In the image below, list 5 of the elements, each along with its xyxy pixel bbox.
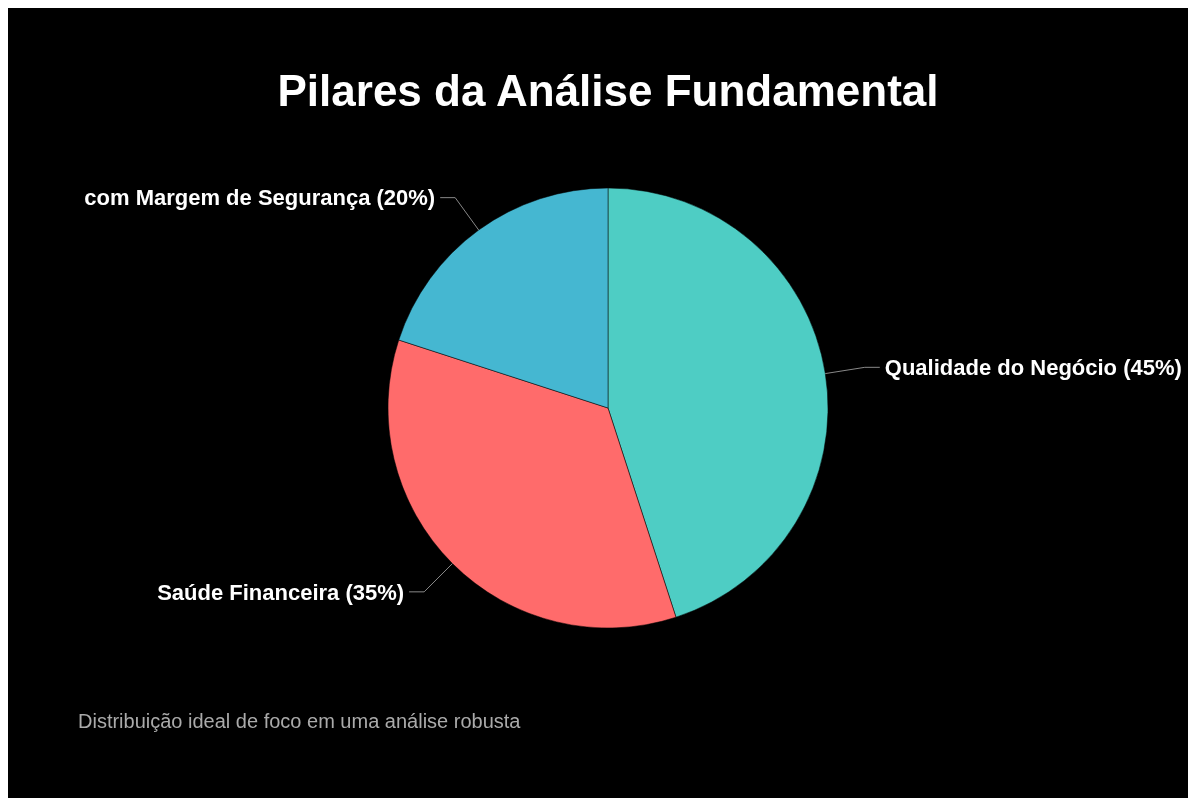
slice-label: com Margem de Segurança (20%)	[84, 185, 436, 211]
slice-label: Qualidade do Negócio (45%)	[884, 355, 1182, 381]
slice-label: Saúde Financeira (35%)	[157, 579, 405, 605]
text: Distribuição ideal de foco em uma análise robusta	[78, 710, 522, 732]
chart-title: Pilares da Análise Fundamental	[277, 66, 939, 115]
